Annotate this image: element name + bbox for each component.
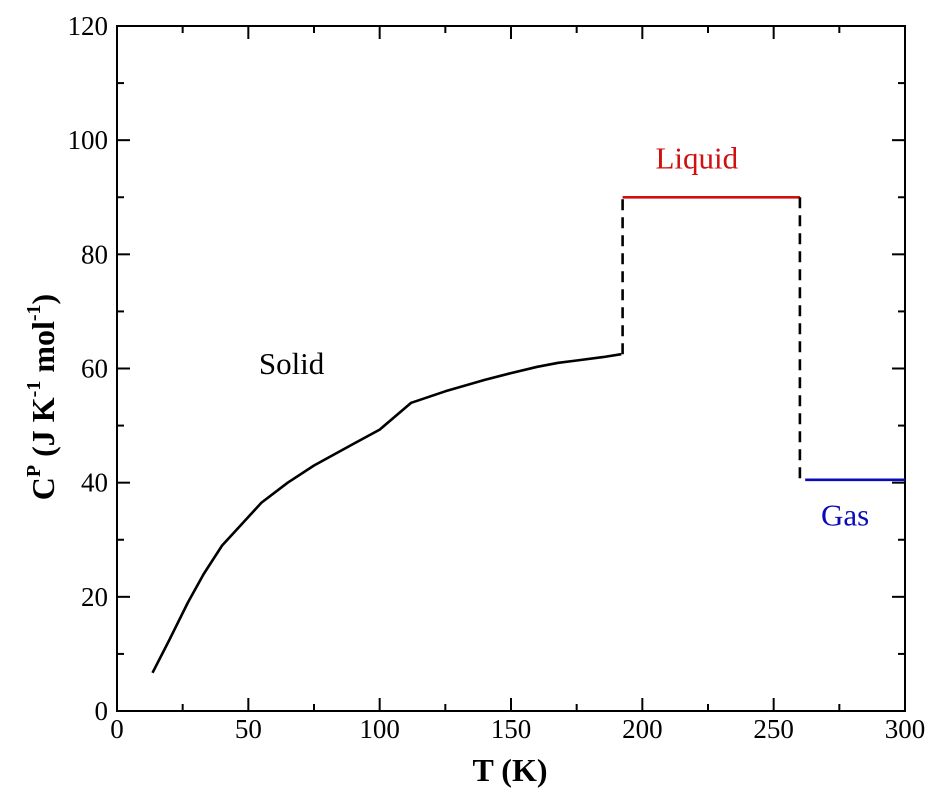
x-tick-label: 100: [359, 714, 400, 744]
x-tick-label: 200: [622, 714, 663, 744]
y-tick-label: 120: [68, 11, 109, 41]
y-title-exponent: -1: [23, 381, 45, 398]
y-tick-label: 60: [81, 354, 108, 384]
tick-labels: 0 50 100 150 200 250 300 0 20 40 60 80 100 120: [68, 11, 926, 744]
x-tick-label: 0: [110, 714, 124, 744]
y-title-superscript: P: [23, 465, 45, 477]
series-group: [151, 196, 905, 674]
gas-phase-label: Gas: [821, 497, 869, 532]
y-axis-title: CP (J K-1 mol-1): [23, 294, 61, 500]
y-title-units: (J K: [25, 397, 61, 465]
y-title-units: mol: [25, 321, 61, 381]
y-title-units: ): [25, 294, 61, 305]
plot-area: [116, 25, 906, 712]
liquid-phase-label: Liquid: [655, 141, 738, 176]
x-tick-label: 250: [753, 714, 794, 744]
y-tick-label: 20: [81, 582, 108, 612]
solid-phase-label: Solid: [259, 346, 325, 381]
y-tick-label: 0: [95, 696, 109, 726]
y-tick-label: 80: [81, 239, 108, 269]
annotations: Solid Liquid Gas: [259, 141, 869, 533]
series-solid-line: [151, 352, 622, 674]
plot-frame: [116, 25, 906, 712]
x-axis-title: T (K): [473, 752, 548, 788]
y-tick-label: 100: [68, 125, 109, 155]
axis-ticks: [116, 25, 906, 712]
y-title-base: C: [25, 477, 61, 500]
x-tick-label: 150: [491, 714, 532, 744]
y-tick-label: 40: [81, 468, 108, 498]
y-title-exponent: -1: [23, 304, 45, 321]
x-tick-label: 300: [885, 714, 926, 744]
x-tick-label: 50: [235, 714, 262, 744]
